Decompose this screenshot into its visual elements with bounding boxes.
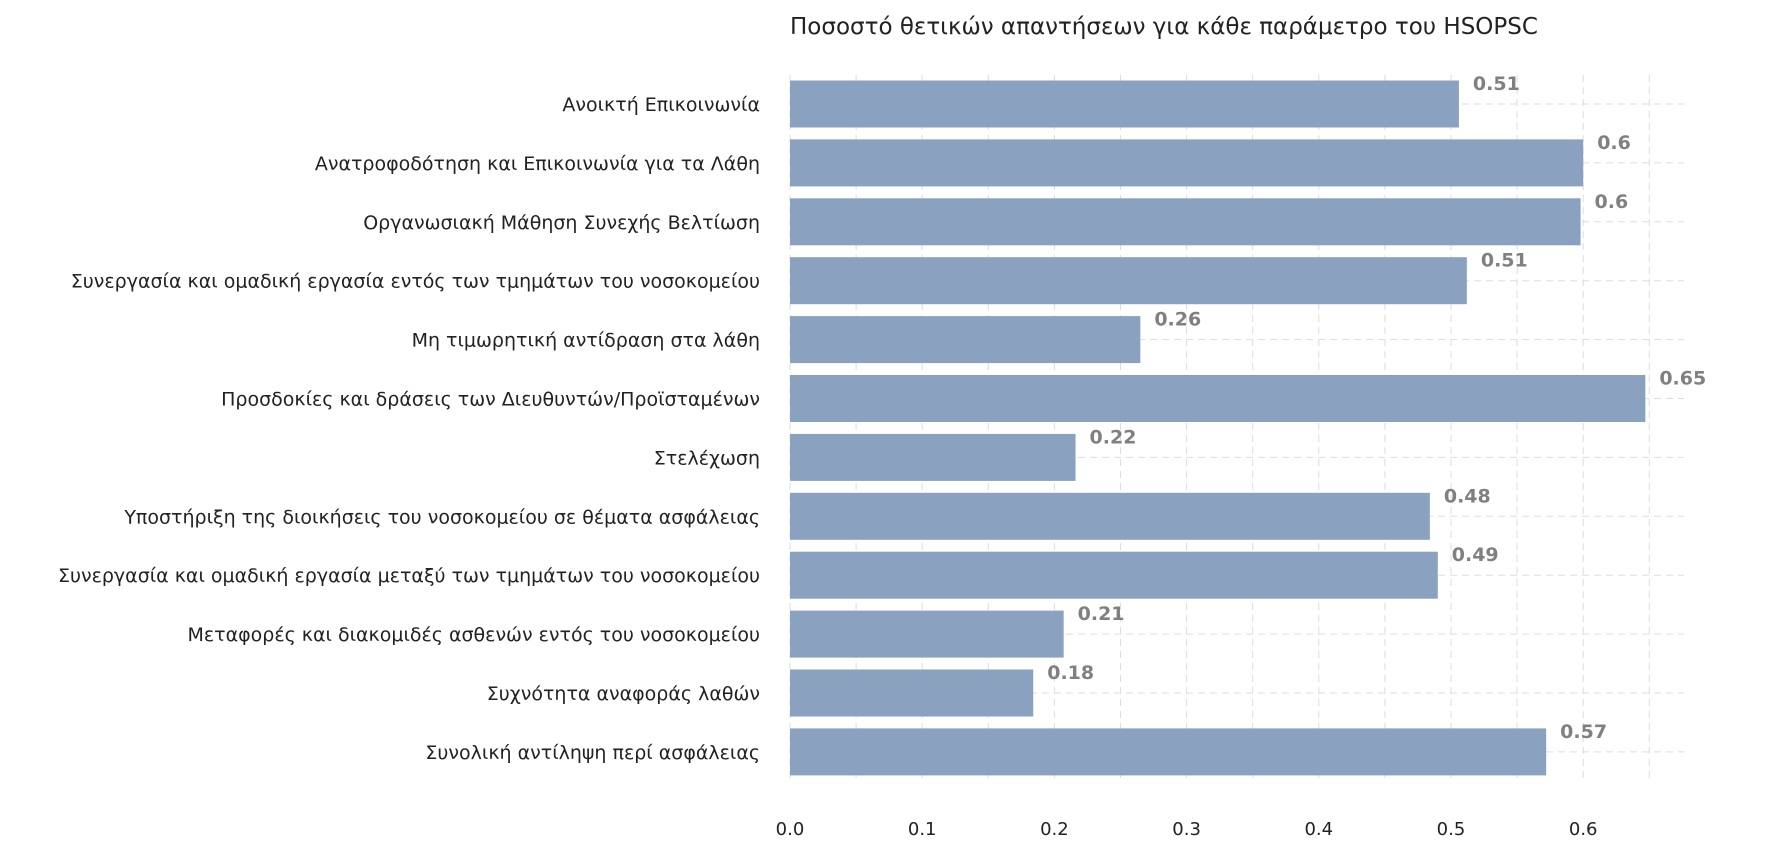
x-tick-label: 0.4	[1304, 819, 1333, 840]
value-labels: 0.51 0.6 0.6 0.51 0.26 0.65 0.22 0.48 0.49 0.21 0.…	[1047, 73, 1706, 743]
bars	[790, 80, 1646, 776]
x-tick-label: 0.0	[776, 819, 805, 840]
category-label: Μη τιμωρητική αντίδραση στα λάθη	[412, 330, 760, 352]
x-axis-ticks: 0.0 0.1 0.2 0.3 0.4 0.5 0.6	[776, 819, 1598, 840]
bar	[790, 375, 1646, 422]
category-label: Συχνότητα αναφοράς λαθών	[487, 683, 760, 705]
value-label: 0.18	[1047, 662, 1094, 684]
category-label: Ανατροφοδότηση και Επικοινωνία για τα Λά…	[315, 153, 760, 175]
bar	[790, 492, 1430, 540]
category-label: Συνεργασία και ομαδική εργασία εντός των…	[71, 271, 760, 293]
value-label: 0.26	[1154, 309, 1201, 331]
bar	[790, 139, 1584, 187]
value-label: 0.51	[1473, 73, 1520, 95]
value-label: 0.49	[1452, 544, 1499, 566]
value-label: 0.48	[1444, 485, 1491, 507]
category-label: Στελέχωση	[654, 447, 760, 469]
value-label: 0.6	[1595, 191, 1629, 213]
x-tick-label: 0.3	[1172, 819, 1201, 840]
bar	[790, 257, 1467, 305]
category-label: Υποστήριξη της διοικήσεις του νοσοκομείο…	[123, 506, 760, 528]
category-labels: Ανοικτή Επικοινωνία Ανατροφοδότηση και Επ…	[58, 94, 760, 764]
category-label: Ανοικτή Επικοινωνία	[562, 94, 760, 116]
category-label: Συνολική αντίληψη περί ασφάλειας	[425, 742, 760, 764]
category-label: Μεταφορές και διακομιδές ασθενών εντός τ…	[187, 624, 760, 646]
category-label: Προσδοκίες και δράσεις των Διευθυντών/Πρ…	[221, 389, 760, 411]
chart-title: Ποσοστό θετικών απαντήσεων για κάθε παρά…	[790, 14, 1538, 40]
value-label: 0.22	[1090, 426, 1137, 448]
bar	[790, 198, 1581, 246]
value-label: 0.21	[1078, 603, 1125, 625]
value-label: 0.6	[1597, 132, 1631, 154]
value-label: 0.57	[1560, 721, 1607, 743]
value-label: 0.65	[1659, 368, 1706, 390]
x-tick-label: 0.6	[1569, 819, 1598, 840]
x-tick-label: 0.5	[1437, 819, 1466, 840]
x-tick-label: 0.1	[908, 819, 937, 840]
bar	[790, 80, 1459, 128]
category-label: Οργανωσιακή Μάθηση Συνεχής Βελτίωση	[363, 212, 760, 234]
bar	[790, 316, 1141, 364]
bar	[790, 669, 1034, 717]
category-label: Συνεργασία και ομαδική εργασία μεταξύ τω…	[58, 565, 760, 587]
bar	[790, 728, 1547, 776]
bar	[790, 610, 1064, 658]
bar	[790, 433, 1076, 481]
bar	[790, 551, 1438, 599]
value-label: 0.51	[1481, 250, 1528, 272]
x-tick-label: 0.2	[1040, 819, 1069, 840]
